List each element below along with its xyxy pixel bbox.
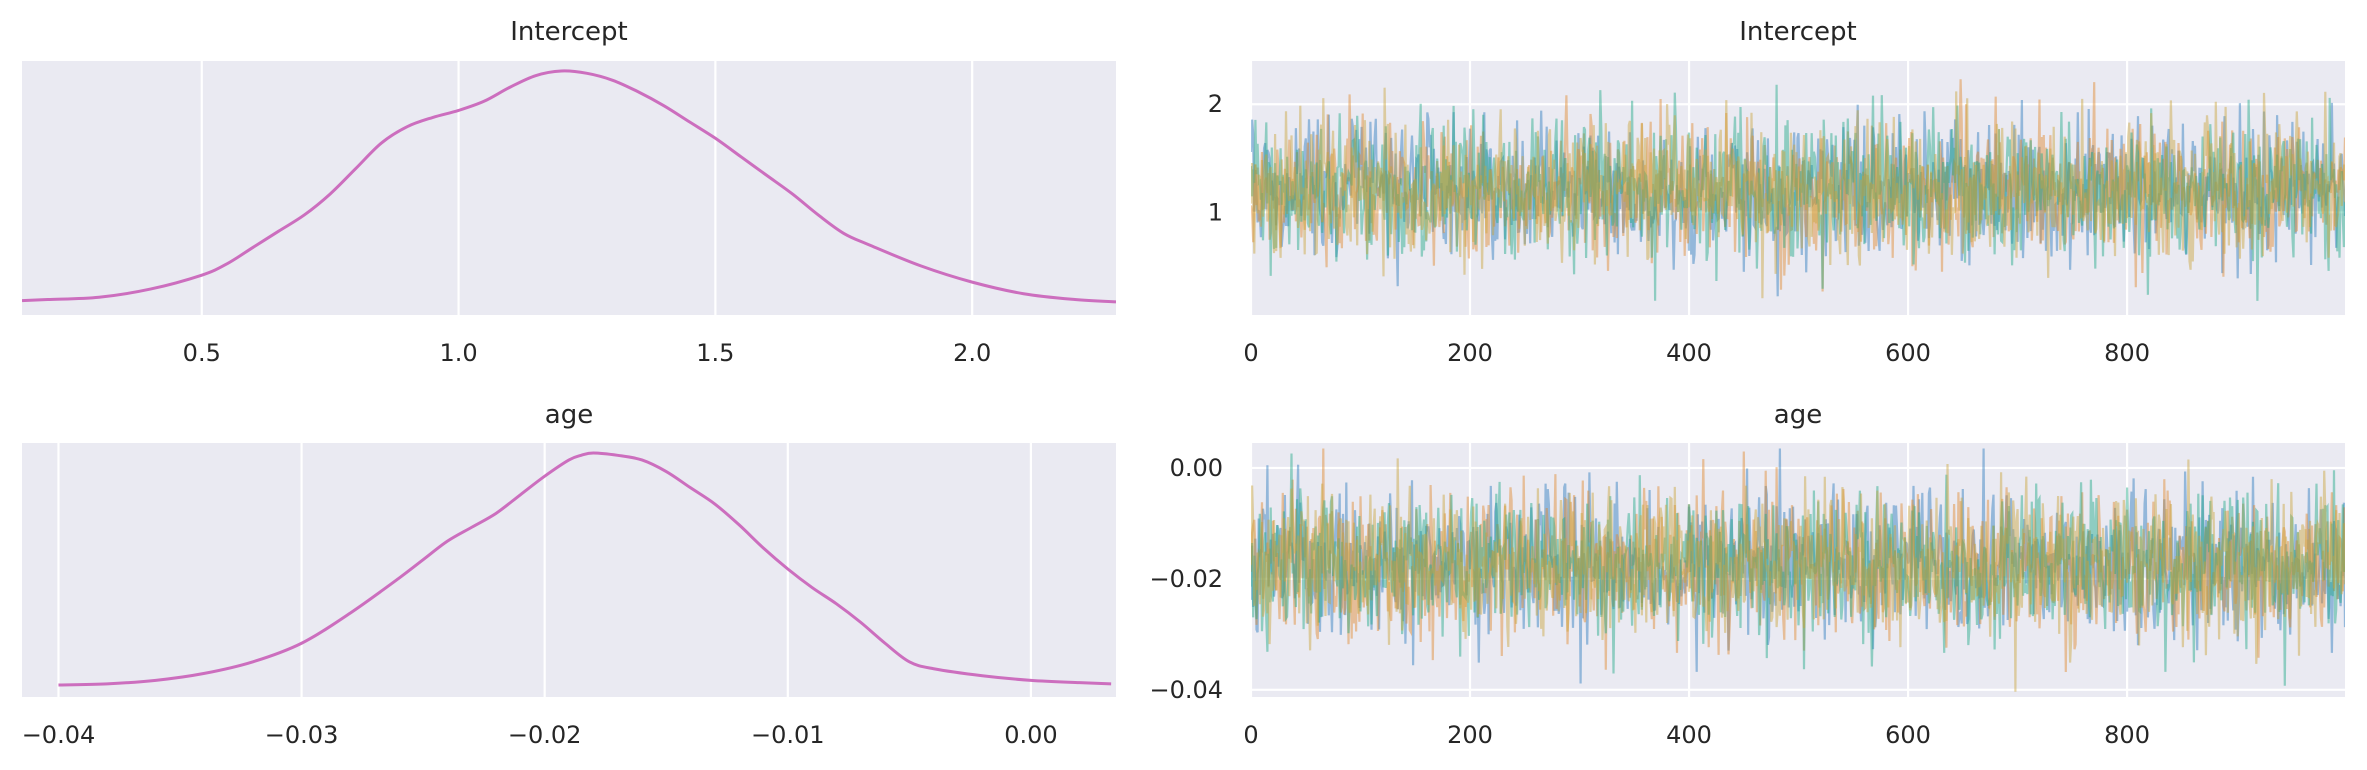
x-tick-label: 1.0 (439, 339, 477, 367)
x-tick-label: −0.03 (265, 721, 339, 749)
x-tick-label: 0 (1243, 721, 1258, 749)
x-tick-label: 800 (2104, 721, 2150, 749)
age-density-panel: age −0.04 −0.03 −0.02 −0.01 0.00 (22, 400, 1116, 749)
x-tick-label: 400 (1666, 721, 1712, 749)
plot-area (22, 443, 1116, 697)
chain-trace-line (1251, 84, 2345, 301)
x-tick-label: 2.0 (953, 339, 991, 367)
chain-trace-line (1251, 453, 2345, 686)
chain-trace-line (1251, 87, 2345, 299)
chain-trace-line (1251, 448, 2345, 684)
plot-area (22, 61, 1116, 315)
x-tick-label: 0.00 (1004, 721, 1057, 749)
y-tick-label: 0.00 (1170, 454, 1223, 482)
chain-trace-line (1251, 99, 2345, 297)
y-tick-label: −0.02 (1149, 565, 1223, 593)
x-tick-label: −0.01 (751, 721, 825, 749)
x-tick-label: 800 (2104, 339, 2150, 367)
x-tick-label: −0.02 (508, 721, 582, 749)
x-tick-label: 0 (1243, 339, 1258, 367)
x-tick-label: 0.5 (183, 339, 221, 367)
chain-trace-line (1251, 448, 2345, 673)
intercept-trace-panel: Intercept 0 200 400 600 800 1 2 (1208, 17, 2345, 367)
chain-trace-line (1251, 458, 2345, 692)
plot-area (1251, 443, 2345, 697)
panel-title: age (545, 400, 593, 430)
x-tick-label: −0.04 (22, 721, 96, 749)
panel-title: age (1774, 400, 1822, 430)
panel-title: Intercept (510, 17, 627, 47)
age-trace-panel: age 0 200 400 600 800 0.00 −0.02 −0.04 (1149, 400, 2345, 749)
chain-trace-line (1251, 79, 2345, 292)
x-tick-label: 600 (1885, 721, 1931, 749)
x-tick-label: 600 (1885, 339, 1931, 367)
density-curve (22, 69, 1116, 304)
x-tick-label: 200 (1447, 339, 1493, 367)
density-curve (58, 451, 1112, 687)
y-tick-label: 2 (1208, 90, 1223, 118)
y-tick-label: 1 (1208, 198, 1223, 226)
x-tick-label: 200 (1447, 721, 1493, 749)
panel-title: Intercept (1739, 17, 1856, 47)
x-tick-label: 400 (1666, 339, 1712, 367)
intercept-density-panel: Intercept 0.5 1.0 1.5 2.0 (22, 17, 1116, 367)
y-tick-label: −0.04 (1149, 676, 1223, 704)
x-tick-label: 1.5 (696, 339, 734, 367)
